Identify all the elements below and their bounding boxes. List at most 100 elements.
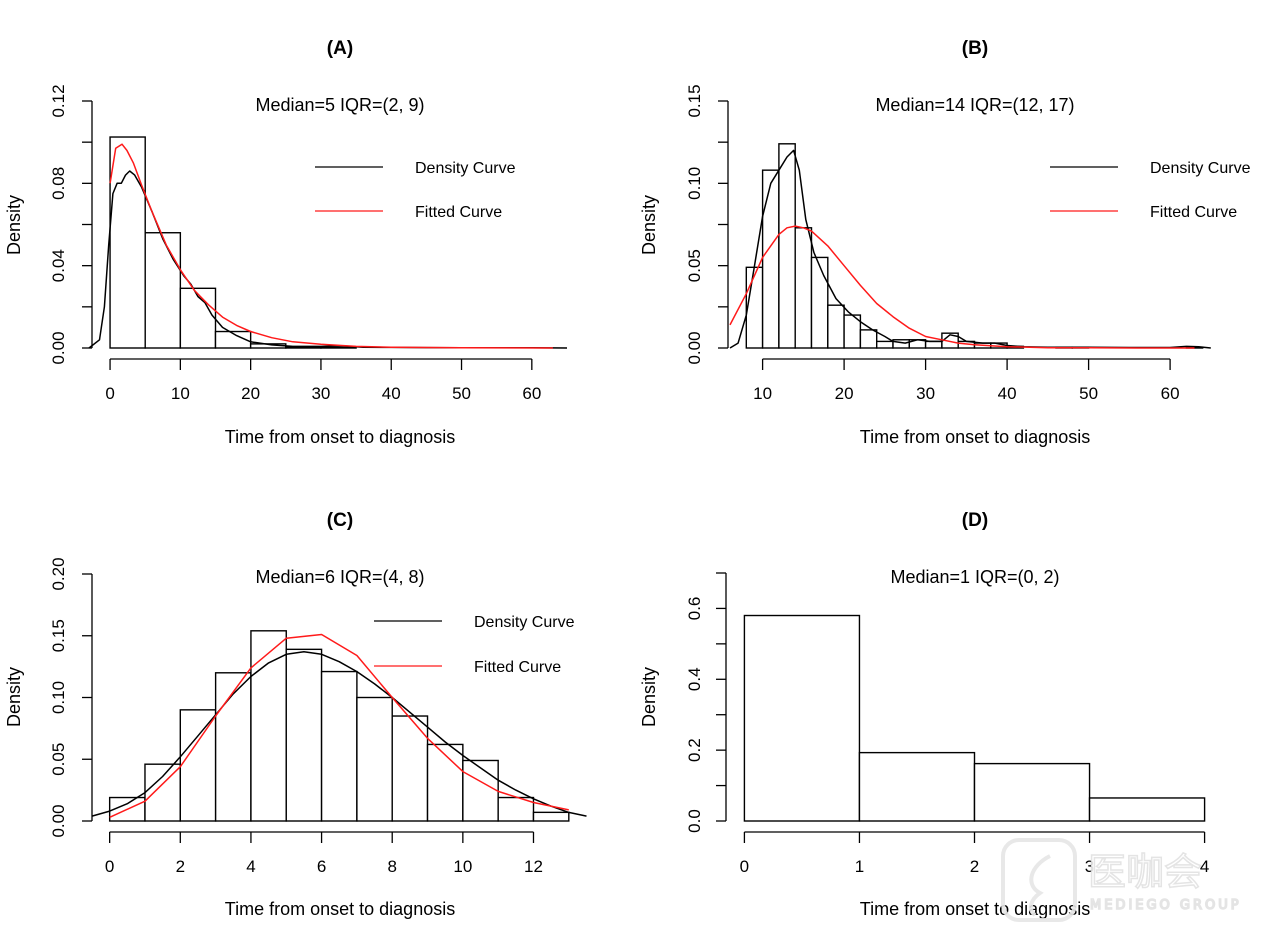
x-tick-label: 4 [246,857,255,876]
y-tick-label: 0.00 [49,804,68,837]
x-tick-label: 10 [171,384,190,403]
panel-a: (A) Median=5 IQR=(2, 9) Time from onset … [4,38,568,447]
x-tick-label: 2 [970,857,979,876]
histogram-bar [745,266,764,349]
panel-a-title: (A) [327,38,353,59]
x-tick-label: 0 [740,857,749,876]
panel-b-ylabel: Density [639,195,659,255]
legend-label-fitted: Fitted Curve [1150,204,1237,221]
histogram-bar [109,136,146,349]
panel-d-ylabel: Density [639,667,659,727]
y-tick-label: 0.08 [49,167,68,200]
histogram-bar [250,630,287,822]
panel-a-xlabel: Time from onset to diagnosis [225,427,455,447]
x-tick-label: 50 [1079,384,1098,403]
panel-b: (B) Median=14 IQR=(12, 17) Time from ons… [639,38,1251,447]
y-tick-label: 0.00 [685,331,704,364]
histogram-bar [426,743,464,822]
panel-a-annotation: Median=5 IQR=(2, 9) [255,95,424,115]
density-curve-line [91,651,587,817]
panel-d-title: (D) [962,510,988,531]
histogram-bar [973,762,1091,822]
histogram-bar [356,696,393,822]
histogram-bar [827,304,845,349]
y-tick-label: 0.00 [49,331,68,364]
histogram-bar [794,227,813,349]
x-tick-label: 2 [176,857,185,876]
panel-c-xlabel: Time from onset to diagnosis [225,899,455,919]
histogram-bar [1088,797,1206,822]
panel-b-plot: 0.00 0.05 0.10 0.15 10 20 30 40 50 60 [685,84,1211,403]
x-tick-label: 60 [1161,384,1180,403]
y-tick-label: 0.04 [49,249,68,282]
histogram-bar [179,287,217,349]
legend-label-fitted: Fitted Curve [415,204,502,221]
panel-c-ylabel: Density [4,667,24,727]
x-tick-label: 3 [1085,857,1094,876]
y-tick-label: 0.05 [49,743,68,776]
y-tick-label: 0.0 [685,809,704,833]
panel-c-annotation: Median=6 IQR=(4, 8) [255,567,424,587]
watermark: 医咖会 MEDIEGO GROUP [1001,838,1242,922]
y-tick-label: 0.05 [685,249,704,282]
histogram-bar [859,329,878,349]
panel-c-plot: 0.00 0.05 0.10 0.15 0.20 0 2 4 6 8 10 12 [49,557,587,876]
panel-d-xlabel: Time from onset to diagnosis [860,899,1090,919]
panel-a-legend: Density Curve Fitted Curve [315,160,516,221]
panel-d: (D) Median=1 IQR=(0, 2) Time from onset … [639,510,1209,919]
panel-a-ylabel: Density [4,195,24,255]
x-tick-label: 10 [753,384,772,403]
x-tick-label: 40 [382,384,401,403]
x-tick-label: 12 [524,857,543,876]
y-tick-label: 0.2 [685,738,704,762]
y-tick-label: 0.10 [685,167,704,200]
histogram-bar [876,340,894,349]
y-tick-label: 0.20 [49,557,68,590]
watermark-logo-glyph [1028,854,1051,917]
x-tick-label: 10 [453,857,472,876]
y-tick-label: 0.15 [685,84,704,117]
watermark-subtext: MEDIEGO GROUP [1090,898,1242,913]
panel-c-title: (C) [327,510,353,531]
y-tick-label: 0.12 [49,84,68,117]
x-tick-label: 20 [835,384,854,403]
panel-b-legend: Density Curve Fitted Curve [1050,160,1251,221]
legend-label-density: Density Curve [474,614,575,631]
x-tick-label: 4 [1200,857,1209,876]
histogram-bar [532,811,570,822]
legend-label-density: Density Curve [415,160,516,177]
panel-c-legend: Density Curve Fitted Curve [374,614,575,676]
histogram-bar [743,614,861,822]
x-tick-label: 6 [317,857,326,876]
legend-label-fitted: Fitted Curve [474,659,561,676]
histogram-bar [858,751,976,822]
legend-label-density: Density Curve [1150,160,1251,177]
panel-d-plot: 0.0 0.2 0.4 0.6 0 1 2 3 4 [685,572,1209,876]
x-tick-label: 50 [452,384,471,403]
fitted-curve-line [109,143,553,349]
x-tick-label: 30 [311,384,330,403]
panel-b-title: (B) [962,38,988,59]
histogram-bar [285,648,323,822]
x-tick-label: 40 [998,384,1017,403]
panel-b-annotation: Median=14 IQR=(12, 17) [875,95,1074,115]
histogram-bar [320,346,357,349]
panel-a-plot: 0.00 0.04 0.08 0.12 0 10 20 30 40 50 60 [49,84,568,403]
histogram-bar [214,330,252,349]
x-tick-label: 0 [105,384,114,403]
panel-b-xlabel: Time from onset to diagnosis [860,427,1090,447]
y-tick-label: 0.6 [685,597,704,621]
histogram-bar [214,672,252,822]
histogram-bar [144,232,182,349]
histogram-bar [391,715,429,822]
fitted-curve-line [109,633,569,818]
histogram-bar [778,143,796,349]
y-tick-label: 0.15 [49,619,68,652]
fitted-curve-line [729,225,1195,349]
histogram-bar [810,256,829,349]
x-tick-label: 1 [855,857,864,876]
histogram-bar [179,709,217,822]
x-tick-label: 60 [522,384,541,403]
histogram-bar [320,670,358,822]
